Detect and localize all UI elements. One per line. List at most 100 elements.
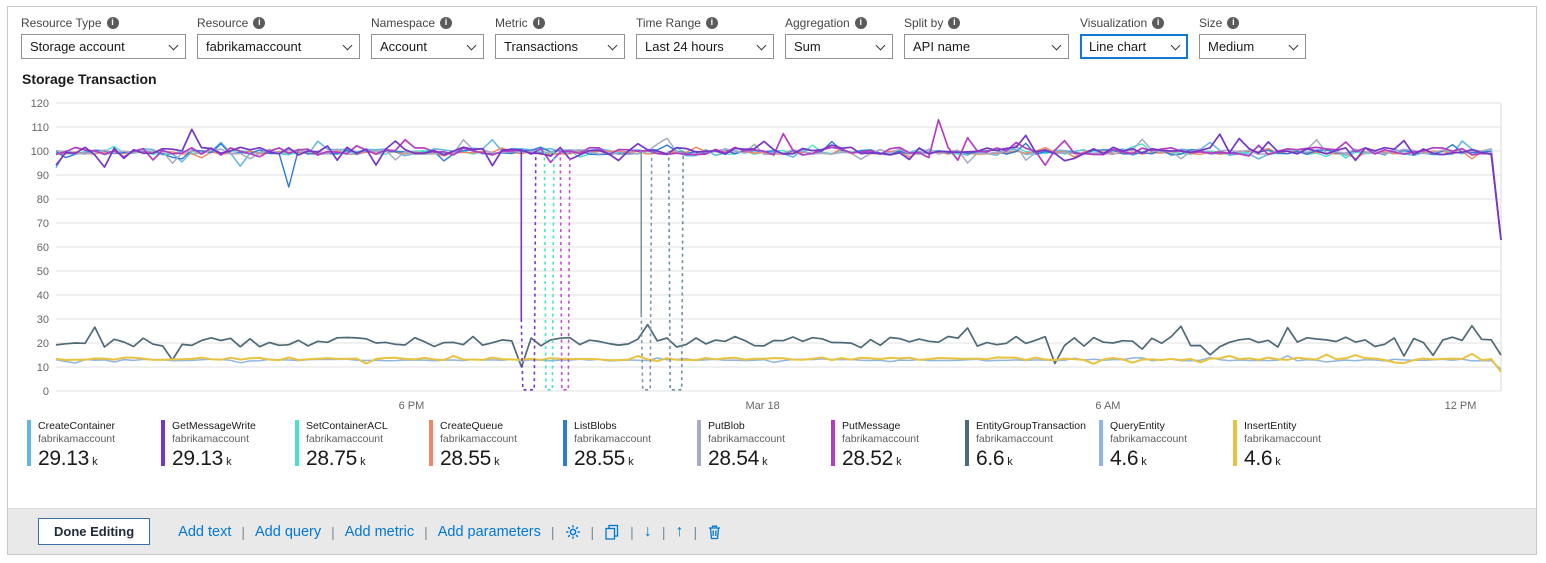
field-label-text: Visualization (1080, 15, 1148, 30)
legend-account: fabrikamaccount (842, 433, 920, 445)
chevron-down-icon (342, 40, 353, 50)
field-label-text: Metric (495, 15, 528, 30)
dropdown-namespace[interactable]: Account (371, 34, 484, 59)
toolbar-field-namespace: Namespace i Account (371, 15, 484, 59)
legend-text: CreateContainer fabrikamaccount 29.13 k (38, 420, 115, 471)
dropdown-value: API name (913, 39, 971, 54)
svg-text:50: 50 (37, 266, 49, 278)
field-label-text: Resource Type (21, 15, 102, 30)
dropdown-resource-type[interactable]: Storage account (21, 34, 186, 59)
field-label-text: Split by (904, 15, 944, 30)
legend-value-row: 6.6 k (976, 447, 1086, 471)
legend-value-suffix: k (1141, 456, 1147, 468)
legend-series-name: SetContainerACL (306, 420, 388, 432)
dropdown-aggregation[interactable]: Sum (785, 34, 893, 59)
info-icon[interactable]: i (106, 16, 119, 29)
info-icon[interactable]: i (854, 16, 867, 29)
legend-value-row: 28.54 k (708, 447, 785, 471)
settings-icon[interactable] (565, 524, 581, 540)
footer-link-add-metric[interactable]: Add metric (344, 523, 415, 540)
done-editing-button[interactable]: Done Editing (38, 518, 151, 545)
info-icon[interactable]: i (705, 16, 718, 29)
legend-value-row: 28.75 k (306, 447, 388, 471)
legend-item[interactable]: SetContainerACL fabrikamaccount 28.75 k (295, 420, 429, 471)
legend-account: fabrikamaccount (1244, 433, 1322, 445)
legend-value: 28.55 (440, 447, 492, 470)
chart-area: 0 10 20 30 40 50 60 70 80 90 100 110 120 6 PM Mar 18 6 … (14, 91, 1536, 418)
legend-account: fabrikamaccount (172, 433, 250, 445)
legend-text: PutMessage fabrikamaccount 28.52 k (842, 420, 919, 471)
legend-series-name: CreateContainer (38, 420, 116, 432)
field-label-visualization: Visualization i (1080, 15, 1188, 30)
legend-account: fabrikamaccount (574, 433, 652, 445)
legend-item[interactable]: ListBlobs fabrikamaccount 28.55 k (563, 420, 697, 471)
dropdown-split-by[interactable]: API name (904, 34, 1069, 59)
info-icon[interactable]: i (1227, 16, 1240, 29)
legend-text: CreateQueue fabrikamaccount 28.55 k (440, 420, 517, 471)
field-label-resource: Resource i (197, 15, 360, 30)
legend-value-row: 28.55 k (440, 447, 517, 471)
legend-value-suffix: k (1007, 456, 1013, 468)
copy-icon[interactable] (604, 524, 620, 540)
footer-link-add-parameters[interactable]: Add parameters (437, 523, 541, 540)
legend-value-suffix: k (360, 456, 366, 468)
dropdown-visualization[interactable]: Line chart (1080, 34, 1188, 59)
dropdown-value: Storage account (30, 39, 125, 54)
info-icon[interactable]: i (948, 16, 961, 29)
legend-series-name: PutBlob (708, 420, 745, 432)
legend-value-row: 29.13 k (172, 447, 256, 471)
move-down-icon[interactable]: ↓ (643, 522, 652, 540)
legend-value-suffix: k (896, 456, 902, 468)
dropdown-time-range[interactable]: Last 24 hours (636, 34, 774, 59)
footer-links: Add text | Add query | Add metric | Add parame… (178, 522, 722, 540)
chart-svg[interactable]: 0 10 20 30 40 50 60 70 80 90 100 110 120 6 PM Mar 18 6 … (14, 91, 1530, 413)
footer-link-add-query[interactable]: Add query (255, 523, 322, 540)
metric-toolbar: Resource Type i Storage account Resource i fa… (8, 7, 1536, 59)
legend-account: fabrikamaccount (708, 433, 786, 445)
legend-item[interactable]: EntityGroupTransaction fabrikamaccount 6.6… (965, 420, 1099, 471)
legend-account: fabrikamaccount (440, 433, 518, 445)
legend-item[interactable]: QueryEntity fabrikamaccount 4.6 k (1099, 420, 1233, 471)
delete-icon[interactable] (707, 524, 722, 540)
move-up-icon[interactable]: ↑ (675, 522, 684, 540)
legend-item[interactable]: InsertEntity fabrikamaccount 4.6 k (1233, 420, 1367, 471)
info-icon[interactable]: i (532, 16, 545, 29)
legend-value: 28.55 (574, 447, 626, 470)
legend-item[interactable]: CreateQueue fabrikamaccount 28.55 k (429, 420, 563, 471)
info-icon[interactable]: i (440, 16, 453, 29)
info-icon[interactable]: i (253, 16, 266, 29)
legend-item[interactable]: PutBlob fabrikamaccount 28.54 k (697, 420, 831, 471)
separator: | (630, 523, 634, 540)
legend-series-name: GetMessageWrite (172, 420, 256, 432)
dropdown-resource[interactable]: fabrikamaccount (197, 34, 360, 59)
separator: | (661, 523, 666, 540)
chart-title: Storage Transaction (22, 71, 157, 87)
svg-text:120: 120 (31, 98, 49, 110)
field-label-text: Size (1199, 15, 1223, 30)
field-label-namespace: Namespace i (371, 15, 484, 30)
footer-link-add-text[interactable]: Add text (178, 523, 232, 540)
dropdown-metric[interactable]: Transactions (495, 34, 625, 59)
chevron-down-icon (756, 40, 767, 50)
legend-value: 6.6 (976, 447, 1005, 470)
legend-item[interactable]: GetMessageWrite fabrikamaccount 29.13 k (161, 420, 295, 471)
legend-value: 28.75 (306, 447, 358, 470)
svg-text:6 PM: 6 PM (399, 400, 425, 412)
legend-text: GetMessageWrite fabrikamaccount 29.13 k (172, 420, 256, 471)
separator: | (693, 523, 698, 540)
legend-value-suffix: k (762, 456, 768, 468)
legend-item[interactable]: CreateContainer fabrikamaccount 29.13 k (27, 420, 161, 471)
separator: | (424, 523, 428, 540)
legend-value-suffix: k (92, 456, 98, 468)
chevron-down-icon (1288, 40, 1299, 50)
svg-text:90: 90 (37, 170, 49, 182)
toolbar-field-split-by: Split by i API name (904, 15, 1069, 59)
svg-text:20: 20 (37, 338, 49, 350)
dropdown-value: Last 24 hours (645, 39, 724, 54)
legend-item[interactable]: PutMessage fabrikamaccount 28.52 k (831, 420, 965, 471)
legend-value: 29.13 (172, 447, 224, 470)
legend-value-suffix: k (494, 456, 500, 468)
info-icon[interactable]: i (1152, 16, 1165, 29)
dropdown-size[interactable]: Medium (1199, 34, 1306, 59)
legend-value: 4.6 (1110, 447, 1139, 470)
